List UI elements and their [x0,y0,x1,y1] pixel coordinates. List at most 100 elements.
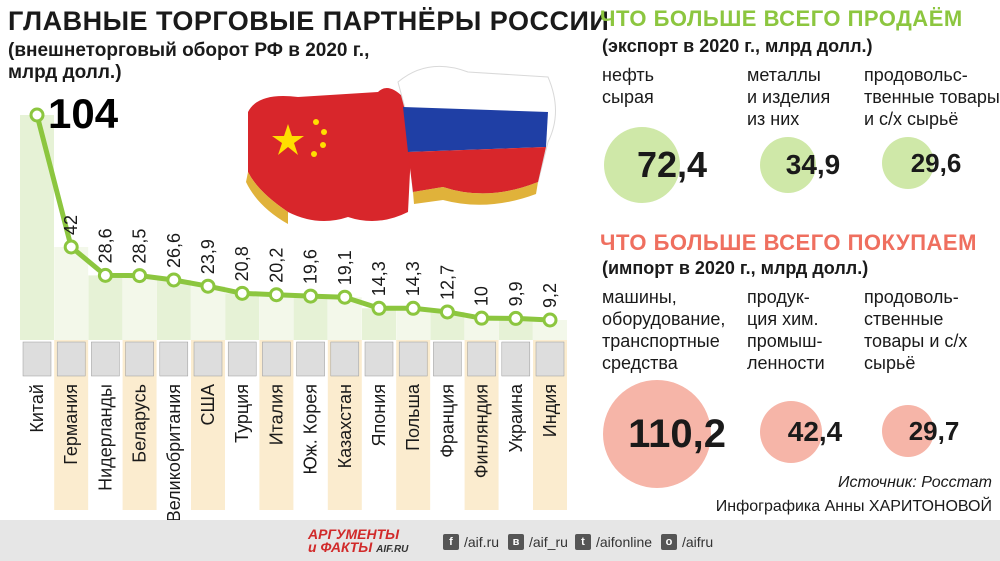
flag-icon-14 [501,341,531,377]
column-band-6 [225,293,260,340]
import-value-food: 29,7 [908,415,960,446]
export-category-metals: металлы и изделия из них [747,65,831,129]
data-point-11 [405,300,421,316]
value-label-2: 28,6 [95,228,115,263]
flag-icon-15 [535,341,565,377]
export-subtitle: (экспорт в 2020 г., млрд долл.) [602,36,873,56]
export-bubble-metals: 34,9 [760,137,840,193]
value-label-5: 23,9 [198,239,218,274]
flag-icon-13 [467,341,496,377]
category-label-6: Турция [232,384,252,443]
credit-note: Инфографика Анны ХАРИТОНОВОЙ [715,498,992,515]
footer-bar [0,520,1000,561]
data-point-0 [29,107,45,123]
column-band-5 [191,286,225,340]
category-label-11: Польша [403,383,423,451]
value-label-0: 104 [48,90,119,137]
category-label-1: Германия [61,384,81,465]
import-bubble-machinery: 110,2 [603,380,726,488]
category-label-10: Япония [369,384,389,447]
export-value-oil: 72,4 [636,144,708,185]
flag-icon-8 [296,341,325,377]
import-category-chemicals: продук- ция хим. промыш- ленности [747,287,825,373]
trade-partners-chart: 104 Китай 42 Германия 28,6 Нидерланды 28,5 Бела… [20,90,567,520]
data-point-13 [474,310,490,326]
flag-icon-0 [22,341,52,377]
export-title: ЧТО БОЛЬШЕ ВСЕГО ПРОДАЁМ [600,6,963,31]
flag-icon-12 [433,341,462,377]
export-category-food: продовольс- твенные товары и с/х сырьё [864,65,1000,129]
data-point-12 [439,304,455,320]
flag-icon-10 [364,341,394,377]
column-band-0 [20,115,54,340]
value-label-9: 19,1 [335,250,355,285]
twitter-icon: t [575,534,591,550]
social-odnoklassniki[interactable]: о/aifru [661,534,713,550]
flag-icon-1 [56,341,86,377]
data-point-8 [303,288,319,304]
social-facebook[interactable]: f/aif.ru [443,534,499,550]
import-category-food: продоволь- ственные товары и с/х сырьё [864,287,968,373]
category-label-2: Нидерланды [95,384,115,491]
export-value-metals: 34,9 [785,149,841,180]
category-label-12: Франция [437,384,457,458]
export-bubble-food: 29,6 [882,137,961,189]
aif-logo: АРГУМЕНТЫ и ФАКТЫ AIF.RU [308,526,409,555]
column-band-14 [498,318,533,340]
flag-icon-4 [159,341,189,377]
data-point-2 [97,267,113,283]
column-band-4 [156,279,191,340]
export-bubble-oil: 72,4 [604,127,707,203]
category-label-3: Беларусь [130,384,150,463]
value-label-8: 19,6 [301,249,321,284]
flag-icon-3 [125,341,154,377]
flag-icon-2 [91,341,120,377]
russia-flag-puzzle-piece [397,65,556,205]
flag-icon-11 [398,341,428,377]
data-point-7 [268,287,284,303]
import-subtitle: (импорт в 2020 г., млрд долл.) [602,258,869,278]
import-title: ЧТО БОЛЬШЕ ВСЕГО ПОКУПАЕМ [600,230,977,255]
chart-subtitle: (внешнеторговый оборот РФ в 2020 г., млр… [8,40,370,83]
data-point-6 [234,285,250,301]
export-value-food: 29,6 [910,147,962,178]
facebook-icon: f [443,534,459,550]
value-label-12: 12,7 [437,265,457,300]
column-band-3 [122,275,157,340]
value-label-11: 14,3 [403,261,423,296]
social-twitter[interactable]: t/aifonline [575,534,652,550]
import-bubble-food: 29,7 [882,405,959,457]
value-label-14: 9,9 [506,281,526,306]
import-value-machinery: 110,2 [628,411,726,456]
data-point-4 [166,272,182,288]
category-label-8: Юж. Корея [301,384,321,475]
data-point-14 [508,310,524,326]
data-point-1 [63,239,79,255]
social-vk[interactable]: в/aif_ru [508,534,568,550]
import-bubble-chemicals: 42,4 [760,401,842,463]
series-line [34,114,551,323]
puzzle-illustration [246,65,556,224]
category-label-9: Казахстан [335,384,355,468]
value-label-6: 20,8 [232,246,252,281]
column-band-2 [88,275,123,340]
category-label-13: Финляндия [472,384,492,478]
odnoklassniki-icon: о [661,534,677,550]
flag-icon-6 [227,341,257,377]
flag-icon-5 [193,341,223,377]
column-band-7 [259,294,294,340]
value-label-4: 26,6 [164,233,184,268]
category-label-15: Индия [540,384,560,437]
value-label-1: 42 [61,215,81,235]
data-point-5 [200,278,216,294]
column-band-13 [464,318,499,340]
vk-icon: в [508,534,524,550]
column-band-15 [533,320,567,340]
source-note: Источник: Росстат [838,474,992,491]
value-label-7: 20,2 [266,248,286,283]
data-point-3 [132,268,148,284]
value-label-13: 10 [472,286,492,306]
data-point-10 [371,300,387,316]
import-category-machinery: машины, оборудование, транспортные средс… [602,287,726,373]
chart-title: ГЛАВНЫЕ ТОРГОВЫЕ ПАРТНЁРЫ РОССИИ [8,6,610,36]
